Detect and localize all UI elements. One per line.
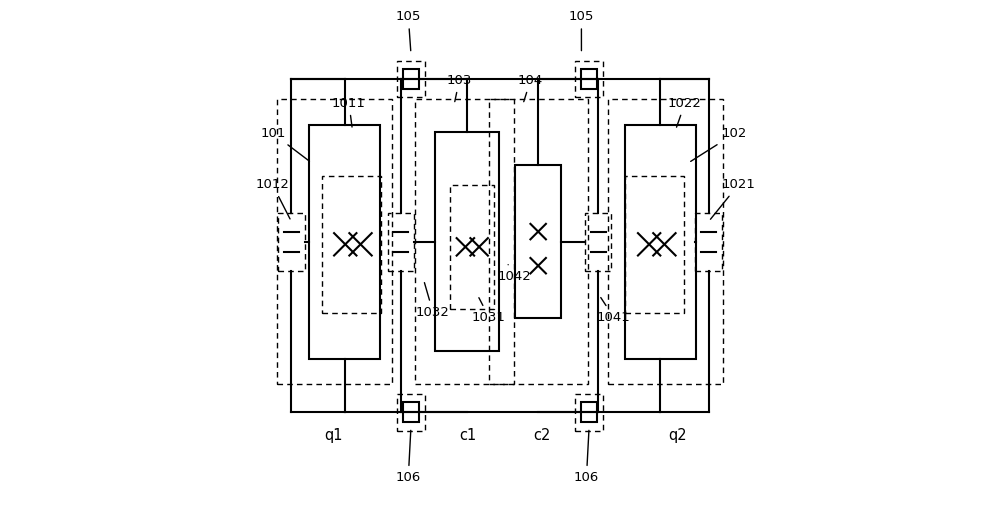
- Text: 101: 101: [261, 127, 309, 161]
- Bar: [403, 69, 419, 89]
- Bar: [608, 99, 723, 384]
- Bar: [575, 394, 603, 431]
- Text: 1041: 1041: [597, 298, 630, 324]
- Text: 1031: 1031: [472, 298, 506, 324]
- Bar: [625, 125, 696, 359]
- Bar: [397, 61, 425, 97]
- Text: 104: 104: [518, 74, 543, 102]
- Bar: [403, 402, 419, 422]
- Text: 106: 106: [396, 430, 421, 484]
- Text: 1012: 1012: [256, 178, 290, 219]
- Text: 1021: 1021: [710, 178, 755, 219]
- Text: 106: 106: [574, 430, 599, 484]
- Text: 1042: 1042: [497, 265, 531, 283]
- Text: 1032: 1032: [416, 282, 450, 319]
- Bar: [450, 185, 494, 309]
- Text: c1: c1: [459, 428, 477, 443]
- Bar: [625, 176, 684, 313]
- Text: q1: q1: [324, 428, 343, 443]
- Bar: [277, 99, 392, 384]
- Text: 105: 105: [396, 10, 421, 51]
- Text: 1022: 1022: [668, 97, 702, 127]
- Bar: [278, 213, 305, 271]
- Bar: [415, 99, 514, 384]
- Bar: [575, 61, 603, 97]
- Text: 102: 102: [691, 127, 747, 161]
- Bar: [515, 165, 561, 318]
- Text: 105: 105: [569, 10, 594, 51]
- Text: c2: c2: [533, 428, 550, 443]
- Bar: [435, 132, 499, 351]
- Bar: [322, 176, 381, 313]
- Bar: [581, 69, 597, 89]
- Bar: [489, 99, 588, 384]
- Bar: [388, 213, 414, 271]
- Text: 1011: 1011: [332, 97, 366, 127]
- Bar: [585, 213, 611, 271]
- Text: q2: q2: [668, 428, 687, 443]
- Text: 103: 103: [447, 74, 472, 102]
- Bar: [581, 402, 597, 422]
- Bar: [397, 394, 425, 431]
- Bar: [695, 213, 722, 271]
- Bar: [309, 125, 380, 359]
